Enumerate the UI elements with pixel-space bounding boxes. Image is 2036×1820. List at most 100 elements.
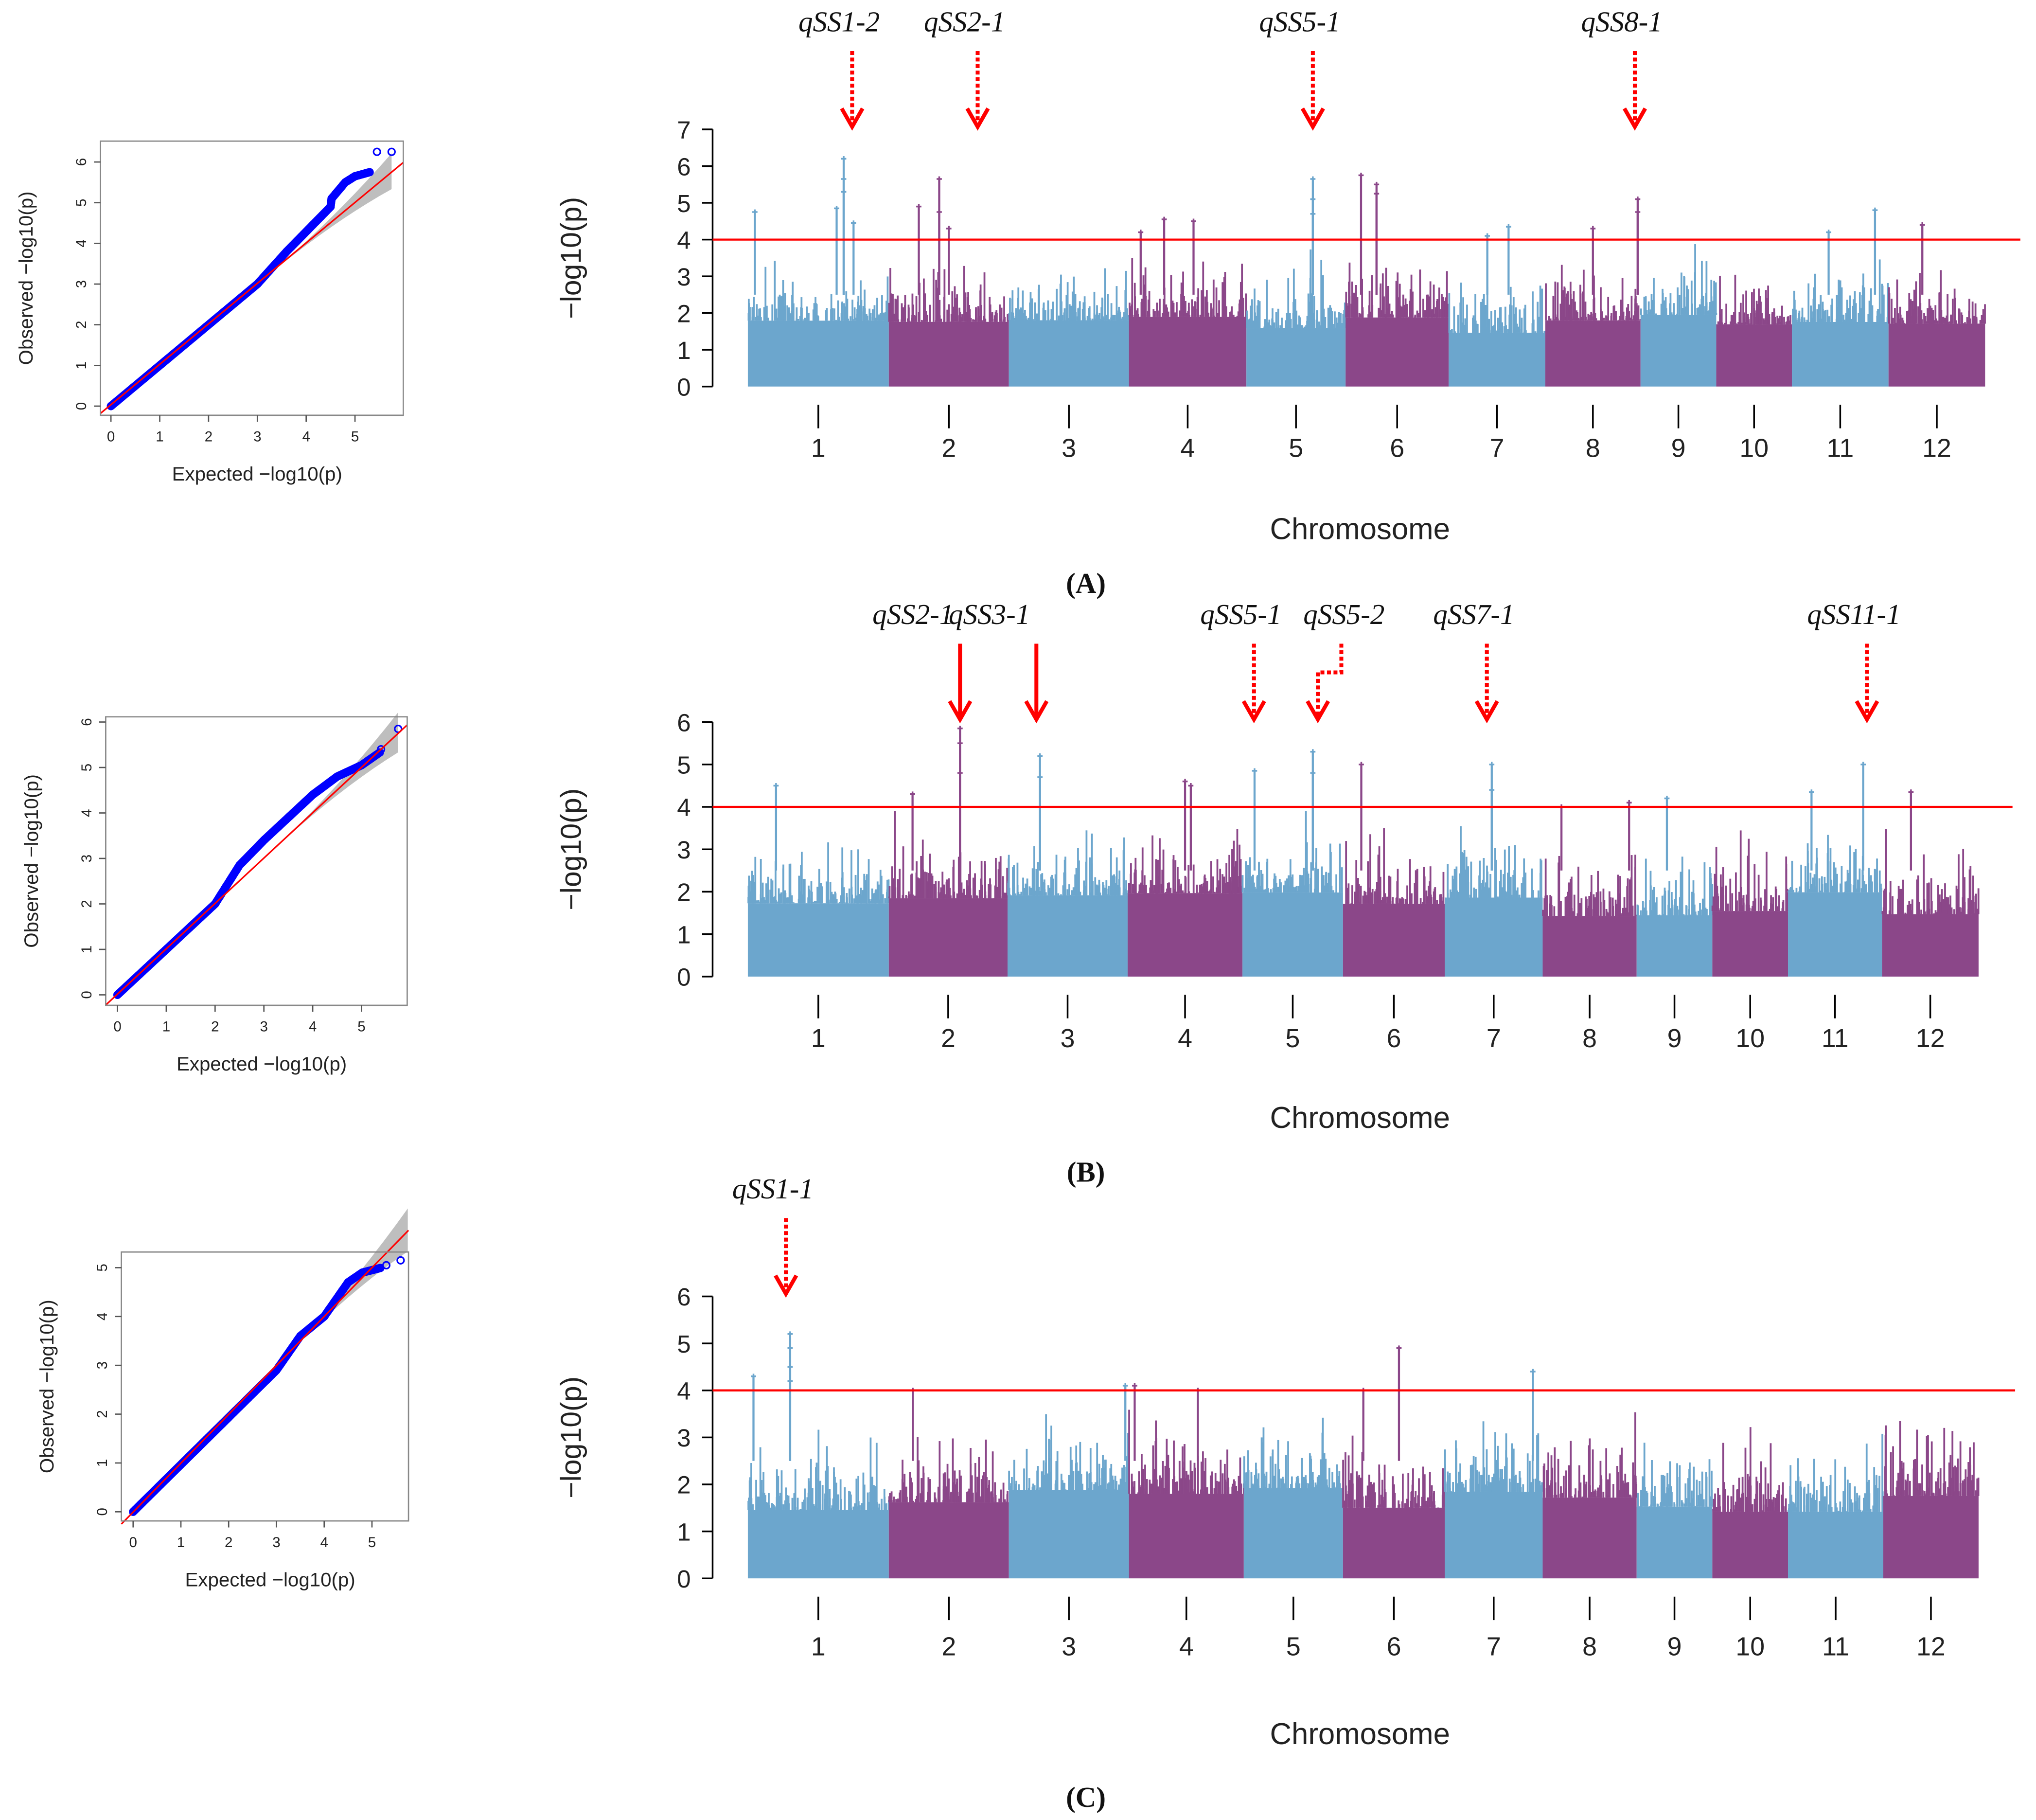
snp-column <box>1637 305 1640 321</box>
snp-column <box>1623 897 1626 916</box>
snp-point <box>1808 789 1814 795</box>
snp-column <box>1434 313 1436 318</box>
snp-column <box>1301 1458 1303 1488</box>
snp-column <box>1019 309 1021 321</box>
snp-column <box>1135 310 1137 317</box>
peak-column <box>911 794 914 871</box>
peak-column <box>1360 175 1363 295</box>
x-tick-label: 1 <box>177 1535 185 1551</box>
snp-column <box>817 316 819 321</box>
snp-column <box>887 879 890 904</box>
snp-column <box>1793 316 1796 322</box>
peak-column <box>1874 210 1877 295</box>
snp-column <box>1277 887 1279 893</box>
snp-column <box>1002 1482 1005 1502</box>
snp-column <box>1532 291 1534 333</box>
snp-column <box>791 1498 794 1510</box>
peak-column <box>1862 764 1864 871</box>
chromosome-3-points <box>1008 1414 1130 1579</box>
snp-column <box>1077 848 1079 895</box>
snp-column <box>1398 1500 1400 1508</box>
snp-column <box>1060 894 1062 895</box>
snp-column <box>1705 293 1707 315</box>
snp-column <box>791 895 793 904</box>
snp-column <box>844 902 846 904</box>
snp-column <box>1474 294 1476 333</box>
snp-column <box>1524 330 1527 333</box>
snp-column <box>951 291 954 322</box>
snp-column <box>1580 317 1582 321</box>
snp-column <box>1409 289 1412 318</box>
snp-column <box>814 313 816 321</box>
snp-column <box>1787 321 1789 324</box>
snp-column <box>1972 875 1974 914</box>
snp-column <box>1671 314 1673 315</box>
snp-column <box>824 1493 826 1510</box>
snp-column <box>1371 275 1373 318</box>
snp-column <box>1173 889 1176 893</box>
snp-column <box>1637 905 1639 915</box>
snp-column <box>815 311 817 321</box>
snp-column <box>1331 1472 1333 1488</box>
peak-column <box>1592 228 1594 295</box>
snp-column <box>1853 852 1856 892</box>
snp-column <box>1946 909 1948 914</box>
snp-column <box>995 857 997 899</box>
snp-column <box>1239 308 1241 317</box>
snp-column <box>1283 1483 1286 1488</box>
snp-column <box>1861 295 1863 322</box>
snp-column <box>1351 1435 1354 1508</box>
snp-column <box>1764 889 1766 911</box>
snp-column <box>829 1506 831 1510</box>
snp-column <box>1282 1479 1285 1488</box>
snp-column <box>1390 314 1392 318</box>
snp-column <box>1472 318 1474 333</box>
snp-column <box>876 881 879 904</box>
snp-column <box>1374 1492 1376 1508</box>
snp-column <box>775 308 778 321</box>
y-tick-label: 2 <box>79 900 95 908</box>
snp-column <box>780 1470 783 1510</box>
dense-snp-band <box>1129 1494 1244 1579</box>
snp-column <box>1382 902 1384 904</box>
snp-column <box>1050 1440 1052 1490</box>
snp-column <box>1753 864 1756 911</box>
snp-column <box>1687 296 1689 315</box>
snp-column <box>1379 876 1381 904</box>
snp-column <box>1328 873 1329 893</box>
snp-column <box>799 1509 801 1510</box>
snp-column <box>1304 326 1306 328</box>
snp-column <box>1706 909 1708 915</box>
snp-column <box>1289 313 1291 328</box>
snp-column <box>1311 1472 1314 1488</box>
snp-column <box>1968 299 1970 324</box>
dense-snp-band <box>1640 315 1717 387</box>
snp-column <box>1892 896 1894 914</box>
snp-column <box>1453 869 1456 898</box>
snp-column <box>1022 877 1024 895</box>
peak-column <box>1560 806 1563 871</box>
snp-column <box>1691 303 1693 315</box>
snp-column <box>1008 858 1010 895</box>
y-tick-label: 3 <box>79 855 95 862</box>
snp-column <box>881 295 883 321</box>
snp-column <box>1040 874 1042 895</box>
snp-column <box>1801 307 1804 322</box>
snp-column <box>1250 305 1252 328</box>
snp-column <box>918 312 920 322</box>
snp-column <box>1350 1473 1352 1508</box>
snp-column <box>1279 325 1282 328</box>
snp-column <box>800 316 802 321</box>
snp-column <box>890 318 892 322</box>
snp-column <box>866 874 868 904</box>
snp-column <box>797 319 799 321</box>
snp-column <box>1442 872 1445 904</box>
snp-column <box>1763 320 1765 324</box>
snp-column <box>752 875 754 904</box>
snp-column <box>1026 878 1028 895</box>
dense-snp-band <box>1792 321 1889 387</box>
snp-column <box>1152 1445 1154 1494</box>
snp-column <box>1307 293 1310 328</box>
snp-column <box>1385 903 1387 904</box>
